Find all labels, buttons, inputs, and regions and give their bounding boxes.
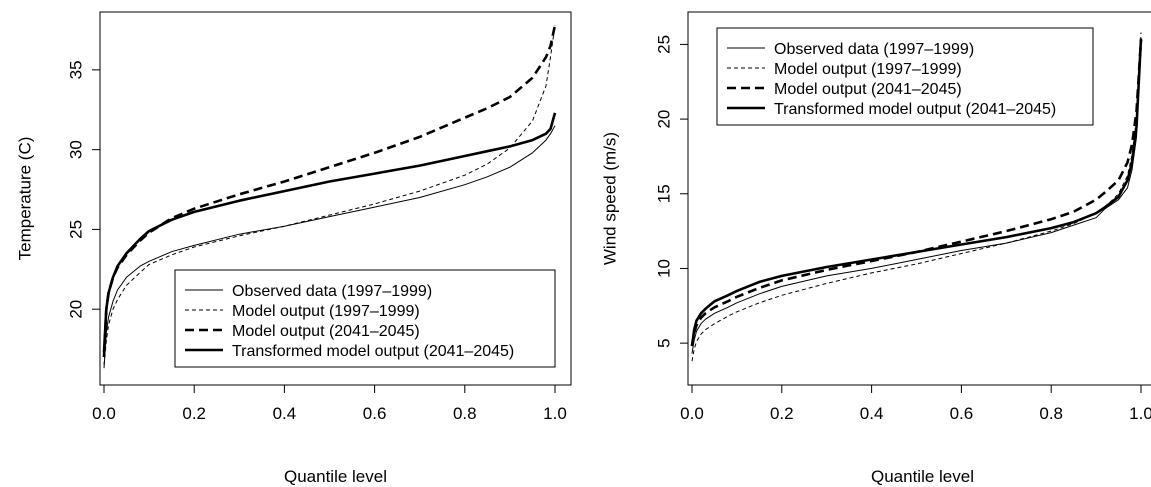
x-tick-label: 1.0 <box>543 404 567 423</box>
series-line-2 <box>691 32 1142 362</box>
series-line-1 <box>691 44 1142 354</box>
y-axis-label: Wind speed (m/s) <box>601 132 620 265</box>
x-tick-label: 0.8 <box>453 404 477 423</box>
series-line-3 <box>690 39 1143 347</box>
x-tick-label: 0.6 <box>363 404 387 423</box>
y-tick-label: 25 <box>67 220 86 239</box>
chart-panel-2: 0.0 0.2 0.4 0.6 0.8 1.0 5 10 15 20 25 Quantile leve… <box>601 11 1151 486</box>
legend-label-3: Model output (2041–2045) <box>774 81 962 98</box>
y-tick-label: 5 <box>655 338 674 347</box>
legend-label-1: Observed data (1997–1999) <box>774 41 974 58</box>
x-tick-label: 0.6 <box>950 404 974 423</box>
plot-frame <box>99 11 572 386</box>
x-tick-label: 1.0 <box>1129 404 1151 423</box>
legend-label-1: Observed data (1997–1999) <box>232 283 432 300</box>
x-tick-label: 0.2 <box>770 404 794 423</box>
legend: Observed data (1997–1999) Model output (1… <box>174 269 556 368</box>
legend-label-4: Transformed model output (2041–2045) <box>232 343 514 360</box>
y-tick-label: 30 <box>67 140 86 159</box>
y-tick-label: 20 <box>67 300 86 319</box>
chart-panel-1: 0.0 0.2 0.4 0.6 0.8 1.0 20 25 30 35 Quantile level… <box>16 11 572 486</box>
legend-label-2: Model output (1997–1999) <box>774 61 962 78</box>
legend-label-2: Model output (1997–1999) <box>232 303 420 320</box>
legend-label-4: Transformed model output (2041–2045) <box>774 101 1056 118</box>
series-line-1 <box>103 125 556 369</box>
legend-box <box>174 269 556 368</box>
y-tick-label: 10 <box>655 259 674 278</box>
x-tick-label: 0.2 <box>182 404 206 423</box>
y-tick-label: 20 <box>655 110 674 129</box>
series-line-4 <box>102 112 557 353</box>
x-axis-label: Quantile level <box>871 467 974 486</box>
legend-label-3: Model output (2041–2045) <box>232 323 420 340</box>
legend: Observed data (1997–1999) Model output (1… <box>716 27 1094 126</box>
y-tick-label: 35 <box>67 60 86 79</box>
series-line-4 <box>690 38 1143 347</box>
plot-frame <box>687 11 1151 386</box>
x-axis-label: Quantile level <box>284 467 387 486</box>
x-tick-label: 0.0 <box>680 404 704 423</box>
x-tick-label: 0.8 <box>1039 404 1063 423</box>
legend-box <box>716 27 1094 126</box>
y-tick-label: 25 <box>655 35 674 54</box>
y-tick-label: 15 <box>655 184 674 203</box>
x-tick-label: 0.4 <box>860 404 884 423</box>
series-line-2 <box>103 25 556 366</box>
x-tick-label: 0.4 <box>273 404 297 423</box>
y-axis-label: Temperature (C) <box>16 137 35 261</box>
x-tick-label: 0.0 <box>92 404 116 423</box>
